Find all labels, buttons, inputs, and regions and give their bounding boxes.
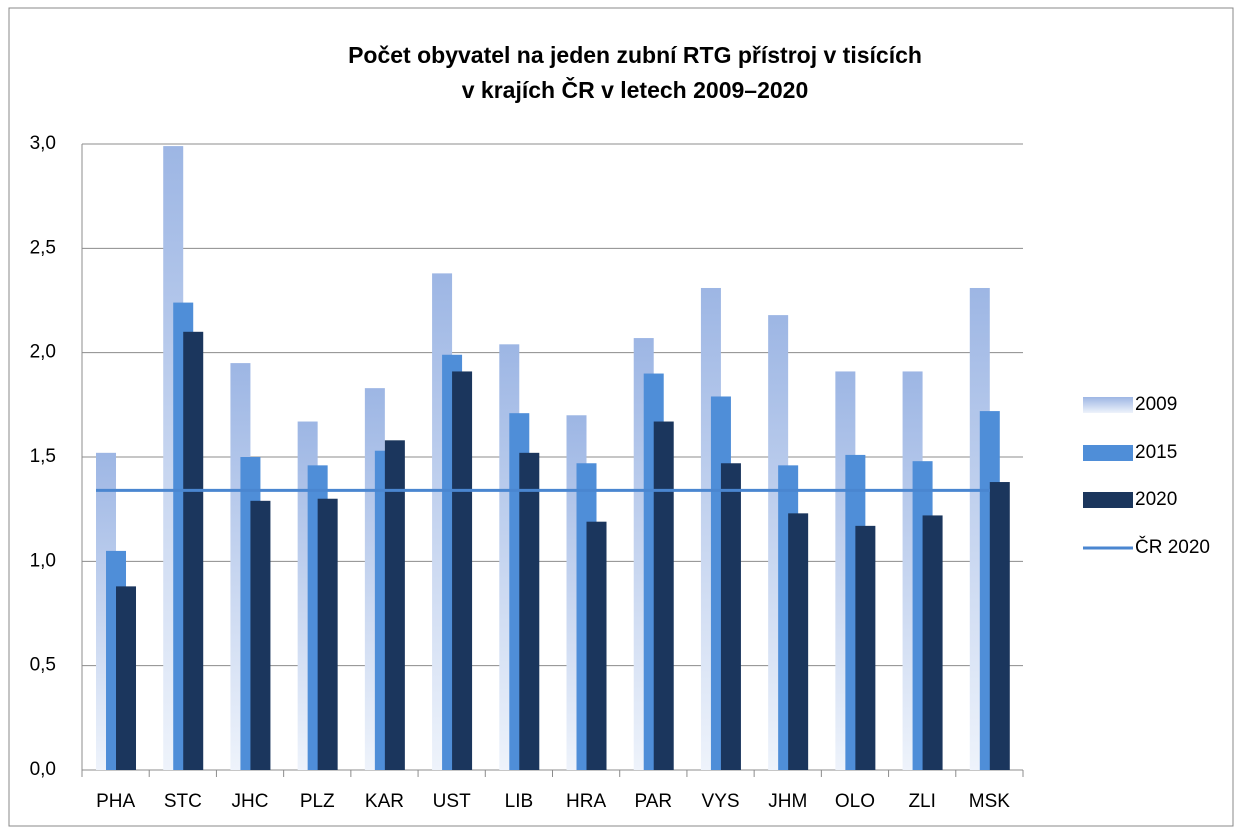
- bar: [452, 371, 473, 770]
- bar: [855, 525, 876, 770]
- x-tick-label: STC: [164, 791, 202, 812]
- bar: [519, 452, 540, 770]
- x-tick-label: PAR: [634, 791, 672, 812]
- bar: [720, 463, 741, 770]
- bar: [989, 482, 1010, 770]
- y-tick-label: 0,5: [30, 655, 56, 676]
- x-tick-label: KAR: [365, 791, 404, 812]
- x-tick-label: VYS: [702, 791, 740, 812]
- x-tick-label: JHM: [768, 791, 807, 812]
- legend-label: 2015: [1135, 442, 1177, 463]
- x-tick-label: MSK: [969, 791, 1011, 812]
- chart-title: Počet obyvatel na jeden zubní RTG přístr…: [348, 42, 922, 68]
- legend-swatch: [1083, 445, 1133, 461]
- bar: [788, 513, 809, 770]
- x-tick-label: ZLI: [908, 791, 935, 812]
- x-tick-label: PHA: [96, 791, 135, 812]
- bar: [653, 421, 674, 770]
- legend-swatch: [1083, 492, 1133, 508]
- legend-label: 2009: [1135, 394, 1177, 415]
- y-tick-label: 3,0: [30, 133, 56, 154]
- bar: [922, 515, 943, 770]
- bar: [116, 586, 137, 770]
- chart-title: v krajích ČR v letech 2009–2020: [462, 76, 809, 103]
- bar: [250, 500, 271, 770]
- x-tick-label: UST: [433, 791, 471, 812]
- bar: [317, 498, 338, 770]
- legend-swatch: [1083, 397, 1133, 413]
- x-tick-label: PLZ: [300, 791, 335, 812]
- x-tick-label: LIB: [505, 791, 534, 812]
- y-tick-label: 1,5: [30, 446, 56, 467]
- bar: [183, 331, 204, 770]
- bar: [586, 521, 607, 770]
- y-tick-label: 2,0: [30, 342, 56, 363]
- legend-label: ČR 2020: [1135, 536, 1210, 558]
- x-tick-label: JHC: [232, 791, 269, 812]
- y-tick-label: 1,0: [30, 550, 56, 571]
- y-tick-label: 2,5: [30, 237, 56, 258]
- bar: [384, 440, 405, 770]
- legend-label: 2020: [1135, 489, 1177, 510]
- y-tick-label: 0,0: [30, 759, 56, 780]
- x-tick-label: OLO: [835, 791, 875, 812]
- x-tick-label: HRA: [566, 791, 606, 812]
